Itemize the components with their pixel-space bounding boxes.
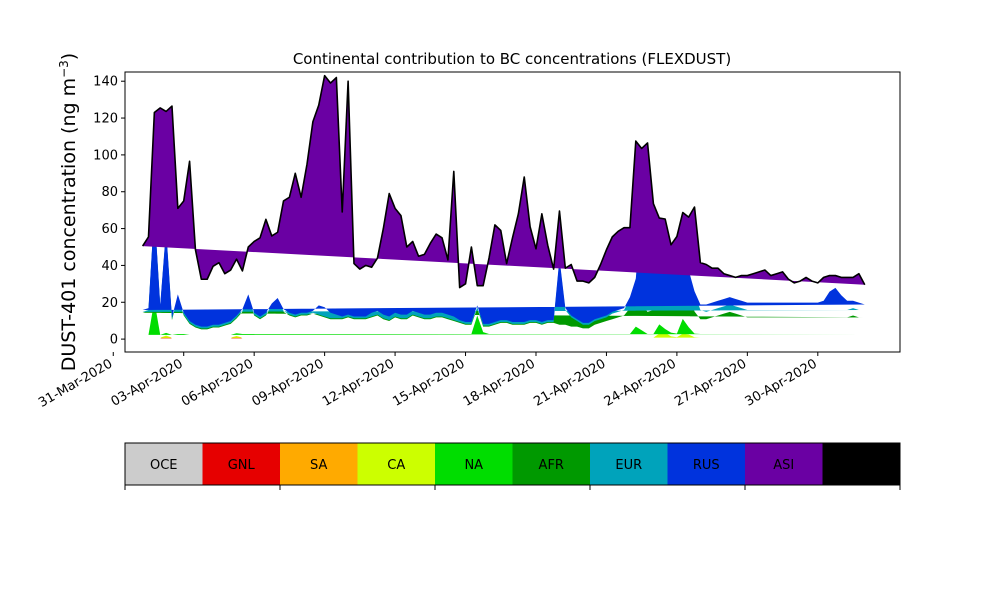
y-axis-label-text: DUST-401 concentration (ng m	[58, 78, 80, 371]
x-tick-label: 15-Apr-2020	[390, 356, 467, 409]
x-tick-label: 30-Apr-2020	[743, 356, 820, 409]
legend-swatch-asi	[745, 443, 823, 485]
x-tick-label: 21-Apr-2020	[531, 356, 608, 409]
legend-frame	[124, 442, 901, 486]
legend-colorbar: OCE GNL SA CA NA AFR EUR RUS ASI AUS	[124, 442, 901, 490]
x-tick-label: 18-Apr-2020	[461, 356, 538, 409]
x-tick-label: 24-Apr-2020	[602, 356, 679, 409]
legend-label-gnl: GNL	[228, 458, 256, 473]
legend-swatch-eur	[590, 443, 668, 485]
y-axis: 0 20 40 60 80 100 120 140	[93, 75, 125, 348]
x-tick-label: 09-Apr-2020	[250, 356, 327, 409]
total-concentration-line	[141, 74, 866, 289]
y-tick-label: 120	[93, 112, 118, 127]
legend-label-na: NA	[464, 458, 483, 473]
legend-swatch-na	[435, 443, 513, 485]
y-axis-label: DUST-401 concentration (ng m−3)	[57, 53, 80, 371]
x-tick-label: 12-Apr-2020	[320, 356, 397, 409]
y-tick-label: 100	[93, 148, 118, 163]
chart-title: Continental contribution to BC concentra…	[293, 50, 731, 68]
y-tick-label: 140	[93, 75, 118, 90]
legend-label-sa: SA	[310, 458, 327, 473]
x-axis: 31-Mar-202003-Apr-202006-Apr-202009-Apr-…	[36, 352, 820, 411]
y-tick-label: 40	[101, 259, 118, 274]
legend-label-rus: RUS	[693, 458, 720, 473]
legend-label-asi: ASI	[773, 458, 794, 473]
legend-swatch-ca	[357, 443, 435, 485]
legend-label-aus: AUS	[848, 458, 875, 473]
legend-swatch-rus	[667, 443, 745, 485]
legend-label-eur: EUR	[615, 458, 642, 473]
legend-swatch-oce	[125, 443, 203, 485]
legend-swatch-gnl	[202, 443, 280, 485]
x-tick-label: 03-Apr-2020	[109, 356, 186, 409]
stacked-areas	[142, 75, 865, 339]
legend-swatch-aus	[822, 443, 900, 485]
legend-label-afr: AFR	[539, 458, 564, 473]
area-na	[142, 300, 865, 335]
y-axis-label-exponent: −3	[57, 60, 71, 78]
legend-swatch-sa	[280, 443, 358, 485]
y-tick-label: 20	[101, 296, 118, 311]
area-sa	[142, 336, 865, 339]
plot-frame	[124, 71, 901, 353]
y-tick-label: 80	[101, 185, 118, 200]
x-tick-label: 27-Apr-2020	[672, 356, 749, 409]
total-line	[141, 74, 866, 289]
area-gnl	[142, 336, 865, 339]
legend-label-oce: OCE	[150, 458, 178, 473]
legend-swatch-afr	[512, 443, 590, 485]
area-asi	[142, 75, 865, 288]
y-tick-label: 60	[101, 222, 118, 237]
y-axis-label-close: )	[58, 53, 80, 60]
area-ca	[142, 332, 865, 338]
area-rus	[142, 171, 865, 327]
y-tick-label: 0	[110, 333, 118, 348]
legend-label-ca: CA	[387, 458, 405, 473]
x-tick-label: 06-Apr-2020	[179, 356, 256, 409]
